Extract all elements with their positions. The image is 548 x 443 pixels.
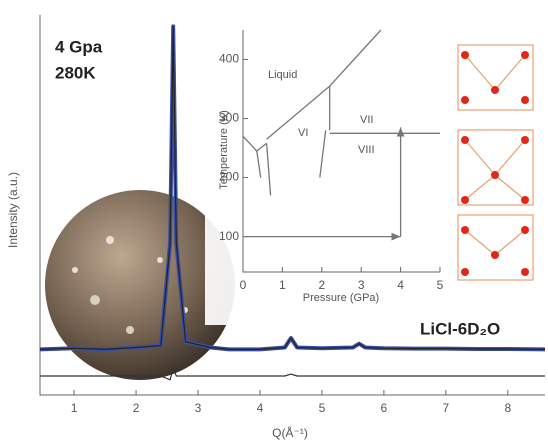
x-tick-label: 4 xyxy=(257,401,264,415)
inset-background xyxy=(205,20,450,325)
x-tick-label: 5 xyxy=(319,401,326,415)
main-chart: 1 2 3 4 5 6 7 8 xyxy=(39,15,545,415)
data-line xyxy=(256,150,262,178)
x-tick-label: 7 xyxy=(443,401,450,415)
y-tick-label: 100 xyxy=(219,229,239,243)
data-line xyxy=(40,367,545,381)
inset-chart: 0 1 2 3 4 5 100 200 300 400 xyxy=(219,29,444,292)
phase-label: Liquid xyxy=(268,69,297,81)
phase-label: VI xyxy=(298,127,308,139)
x-tick-label: 3 xyxy=(358,278,365,292)
crystal-structure xyxy=(457,44,534,281)
y-tick-label: 300 xyxy=(219,111,239,125)
x-tick-label: 1 xyxy=(71,401,78,415)
annotation: 280K xyxy=(55,63,96,82)
x-tick-label: 4 xyxy=(397,278,404,292)
x-tick-label: 2 xyxy=(318,278,325,292)
x-tick-label: 1 xyxy=(279,278,286,292)
data-line xyxy=(265,143,272,196)
x-axis-label: Q(Å⁻¹) xyxy=(272,425,308,440)
y-axis-label: Intensity (a.u.) xyxy=(6,172,20,248)
x-tick-label: 2 xyxy=(133,401,140,415)
y-tick-label: 400 xyxy=(219,52,239,66)
x-tick-label: 3 xyxy=(195,401,202,415)
x-axis-label: Pressure (GPa) xyxy=(303,292,379,304)
moon-image xyxy=(45,190,235,380)
phase-label: VIII xyxy=(358,144,375,156)
x-tick-label: 6 xyxy=(381,401,388,415)
x-tick-label: 0 xyxy=(240,278,247,292)
data-line xyxy=(39,25,546,350)
axis-frame xyxy=(39,15,545,396)
crystal-atoms xyxy=(461,51,529,276)
annotation: 4 Gpa xyxy=(55,37,103,56)
x-tick-label: 8 xyxy=(504,401,511,415)
annotation: LiCl-6D₂O xyxy=(420,319,500,338)
x-tick-label: 5 xyxy=(437,278,444,292)
main-data xyxy=(39,24,546,381)
data-line xyxy=(319,130,327,178)
phase-label: VII xyxy=(360,114,373,126)
y-tick-label: 200 xyxy=(219,170,239,184)
y-axis-label: Temperature (K) xyxy=(218,110,230,189)
